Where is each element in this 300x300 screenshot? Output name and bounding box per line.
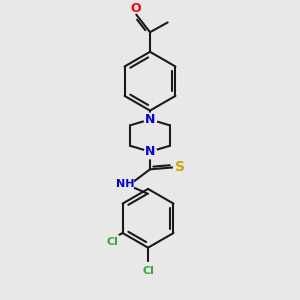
Text: NH: NH (116, 179, 135, 189)
Text: O: O (130, 2, 141, 15)
Text: N: N (145, 113, 155, 126)
Text: Cl: Cl (106, 237, 118, 247)
Text: Cl: Cl (142, 266, 154, 276)
Text: S: S (176, 160, 185, 174)
Text: N: N (145, 145, 155, 158)
